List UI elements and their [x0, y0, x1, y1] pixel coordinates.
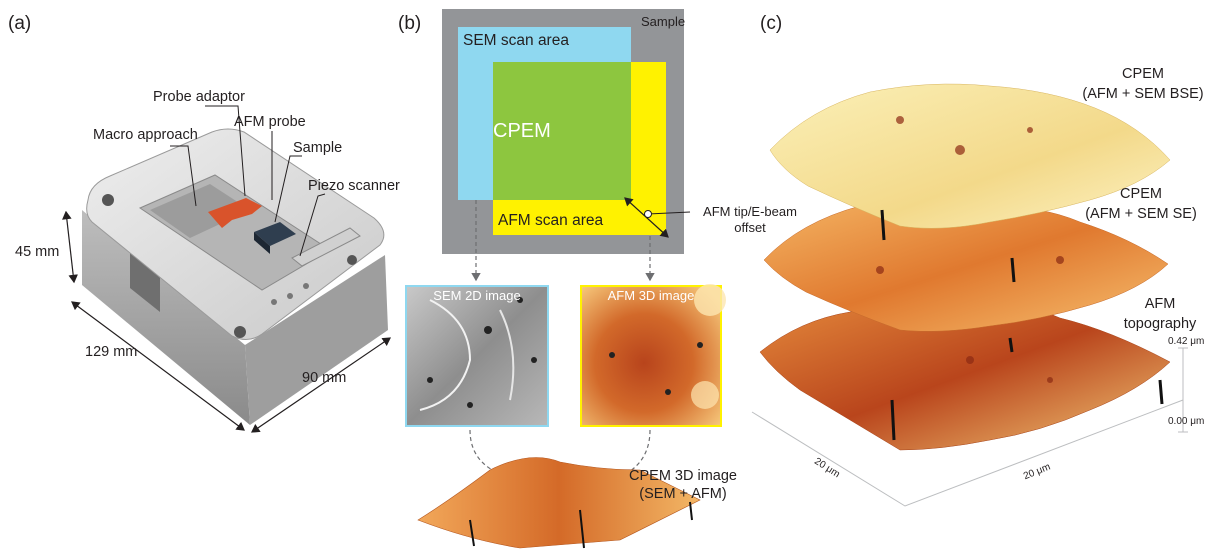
panel-a-callout-lines	[170, 105, 326, 257]
layer2-line-1: CPEM	[1120, 186, 1162, 202]
label-sem-scan-area: SEM scan area	[463, 32, 569, 49]
offset-line-1: AFM tip/E-beam	[703, 204, 797, 219]
panel-label-a: (a)	[8, 13, 32, 34]
dimension-length: 129 mm	[85, 344, 138, 360]
label-layer-cpem-bse: CPEM (AFM + SEM BSE)	[1068, 64, 1218, 104]
label-layer-afm-topography: AFM topography	[1100, 294, 1220, 334]
label-sem-2d-image: SEM 2D image	[433, 288, 521, 303]
screw	[347, 255, 357, 265]
probe-adaptor-part	[208, 198, 262, 228]
label-afm-scan-area: AFM scan area	[498, 212, 604, 229]
scan-area-schematic	[442, 9, 684, 254]
panel-a-dimension-arrows	[62, 210, 391, 433]
macro-approach-block	[150, 184, 250, 238]
label-afm-3d-image: AFM 3D image	[607, 288, 695, 303]
afm-3d-image	[580, 284, 726, 427]
dimension-height: 45 mm	[15, 244, 60, 260]
surface-features	[876, 116, 1064, 383]
layer1-line-1: CPEM	[1122, 66, 1164, 82]
device-notch	[130, 248, 160, 312]
label-cpem-area: CPEM	[493, 120, 551, 142]
layer1-line-2: (AFM + SEM BSE)	[1082, 86, 1204, 102]
sample-block	[254, 222, 296, 246]
callout-sample: Sample	[293, 140, 343, 156]
z-axis-max-label: 0.42 μm	[1168, 336, 1205, 347]
cpem-overlap-rect	[493, 62, 631, 200]
panel-label-c: (c)	[760, 13, 783, 34]
callout-macro-approach: Macro approach	[93, 127, 198, 143]
panel-label-b: (b)	[398, 13, 422, 34]
surface-cpem-bse	[769, 83, 1171, 229]
screw	[234, 326, 246, 338]
cpem-3d-surface-small	[417, 457, 701, 549]
z-axis-min-label: 0.00 μm	[1168, 416, 1205, 427]
offset-indicator	[624, 197, 691, 238]
dimension-width: 90 mm	[302, 370, 347, 386]
cpem-3d-line-1: CPEM 3D image	[629, 468, 737, 484]
surface-spikes	[880, 209, 1164, 441]
callout-probe-adaptor: Probe adaptor	[153, 89, 245, 105]
label-layer-cpem-se: CPEM (AFM + SEM SE)	[1066, 184, 1216, 224]
label-cpem-3d-image: CPEM 3D image (SEM + AFM)	[608, 467, 758, 503]
label-tip-beam-offset: AFM tip/E-beam offset	[690, 204, 810, 236]
layer2-line-2: (AFM + SEM SE)	[1085, 206, 1197, 222]
label-sample-area: Sample	[641, 14, 686, 29]
callout-afm-probe: AFM probe	[234, 114, 306, 130]
callout-piezo-scanner: Piezo scanner	[308, 178, 400, 194]
layer3-line-1: AFM	[1144, 296, 1176, 312]
offset-line-2: offset	[734, 220, 766, 235]
sem-2d-image	[405, 285, 549, 427]
screw	[102, 194, 114, 206]
stacked-3d-surfaces	[751, 83, 1188, 507]
layer3-line-2: topography	[1123, 316, 1197, 332]
cpem-3d-line-2: (SEM + AFM)	[639, 486, 727, 502]
